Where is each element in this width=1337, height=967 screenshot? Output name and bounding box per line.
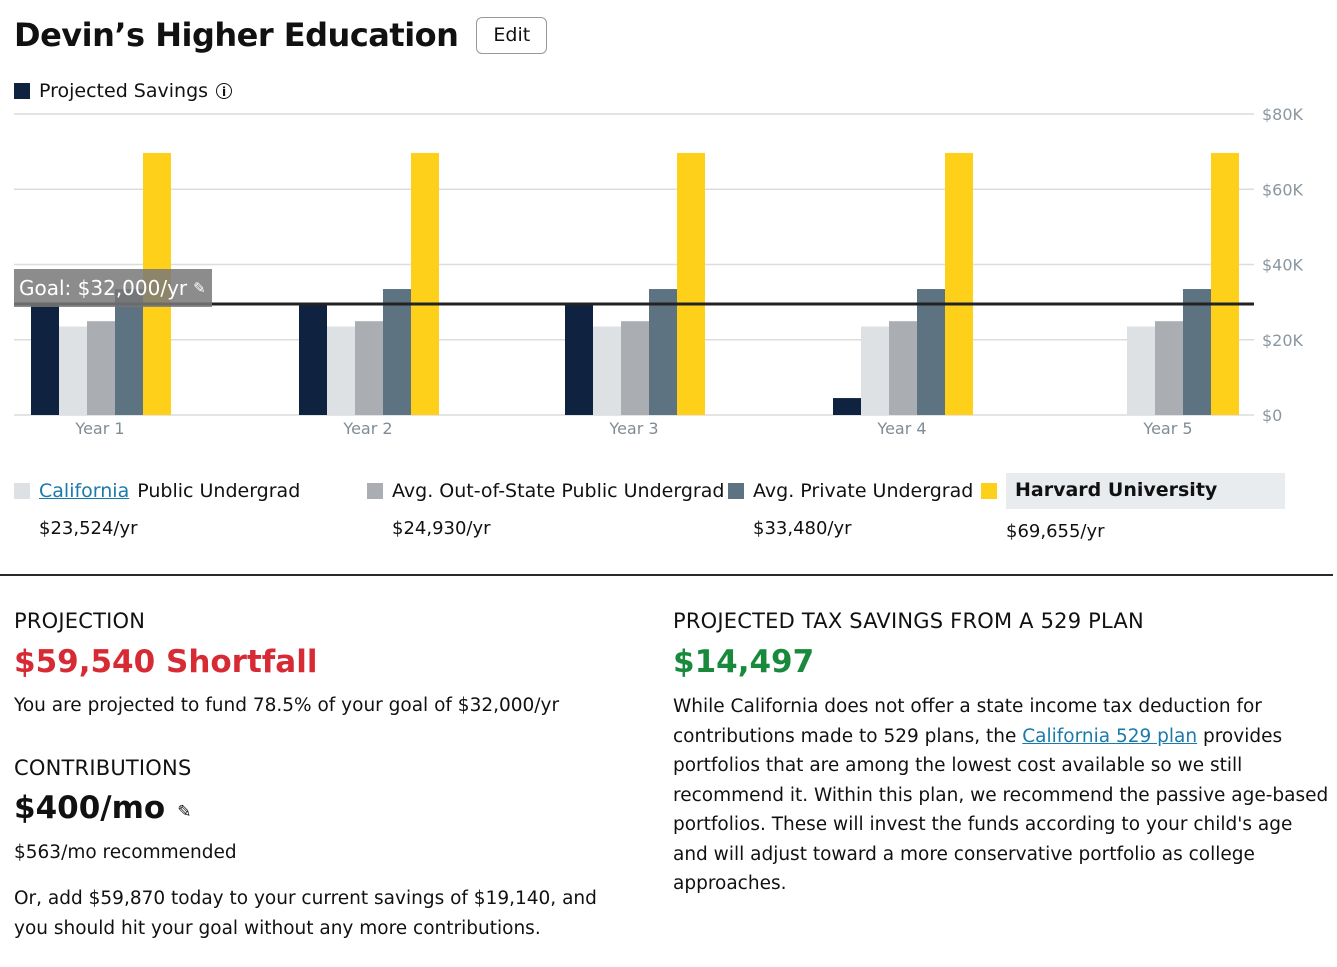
california-529-plan-link[interactable]: California 529 plan [1022,725,1198,747]
bar-4[interactable] [917,289,945,415]
harvard-swatch [981,483,997,499]
x-tick-label: Year 4 [876,419,926,438]
private-swatch [728,483,744,499]
bar-2[interactable] [327,326,355,415]
category-label: Avg. Out-of-State Public Undergrad [392,480,725,502]
recommended-contribution: $563/mo recommended [14,842,237,863]
contributions-label: CONTRIBUTIONS [14,756,192,780]
category-label: Avg. Private Undergrad [753,480,974,502]
section-divider [0,574,1333,576]
info-icon[interactable]: i [216,83,233,99]
x-tick-label: Year 1 [74,419,124,438]
bar-3[interactable] [1155,321,1183,415]
y-tick-label: $0 [1262,406,1282,425]
bar-1[interactable] [31,304,59,415]
bar-2[interactable] [1127,326,1155,415]
y-tick-label: $40K [1262,256,1304,275]
x-tick-label: Year 2 [342,419,392,438]
tax-text-after: provides portfolios that are among the l… [673,725,1329,895]
savings-chart: $80K $60K $40K $20K $0 Year 1 Year 2 Year 3 Year… [14,105,1304,438]
bar-5[interactable] [1211,152,1239,415]
contribution-amount-row: $400/mo ✎ [14,790,191,826]
page-title: Devin’s Higher Education [14,16,459,54]
bar-3[interactable] [621,321,649,415]
bar-1[interactable] [299,304,327,415]
projection-description: You are projected to fund 78.5% of your … [14,695,560,716]
category-out-of-state[interactable]: Avg. Out-of-State Public Undergrad $24,9… [367,480,724,539]
x-tick-label: Year 3 [608,419,658,438]
contribution-amount: $400/mo [14,790,166,826]
bar-3[interactable] [87,321,115,415]
category-value: $23,524/yr [39,518,138,539]
bar-3[interactable] [355,321,383,415]
contribution-alternative: Or, add $59,870 today to your current sa… [14,888,597,939]
edit-button[interactable]: Edit [476,16,548,54]
category-label: Harvard University [1006,473,1285,509]
tax-text-before: While California does not offer a state … [673,696,1262,747]
category-value: $69,655/yr [1006,521,1105,542]
projection-label: PROJECTION [14,609,146,633]
tax-savings-amount: $14,497 [673,644,815,680]
pencil-icon[interactable]: ✎ [193,279,206,297]
bar-2[interactable] [593,326,621,415]
bar-1[interactable] [565,304,593,415]
category-label: Public Undergrad [137,480,301,502]
projected-savings-label: Projected Savings [39,80,209,102]
category-harvard[interactable]: Harvard University $69,655/yr [981,473,1285,542]
goal-label: Goal: $32,000/yr [19,276,188,300]
projected-savings-swatch [14,83,30,99]
category-private[interactable]: Avg. Private Undergrad $33,480/yr [728,480,973,539]
out-of-state-swatch [367,483,383,499]
bar-4[interactable] [115,289,143,415]
bar-2[interactable] [59,326,87,415]
category-legend: California Public Undergrad $23,524/yr A… [0,473,1337,560]
category-public: California Public Undergrad $23,524/yr [14,480,300,539]
x-tick-label: Year 5 [1142,419,1192,438]
shortfall-amount: $59,540 Shortfall [14,644,318,680]
category-value: $24,930/yr [392,518,491,539]
bar-5[interactable] [411,152,439,415]
bar-5[interactable] [945,152,973,415]
bar-4[interactable] [649,289,677,415]
bar-1[interactable] [833,398,861,415]
bar-2[interactable] [861,326,889,415]
y-tick-label: $80K [1262,105,1304,124]
bar-4[interactable] [1183,289,1211,415]
bar-3[interactable] [889,321,917,415]
chart-legend: Projected Savings i [14,80,233,102]
goal-tag[interactable]: Goal: $32,000/yr ✎ [14,269,212,307]
y-tick-label: $60K [1262,180,1304,199]
page-header: Devin’s Higher Education Edit [14,16,548,54]
pencil-icon[interactable]: ✎ [177,802,192,822]
category-value: $33,480/yr [753,518,852,539]
bar-5[interactable] [677,152,705,415]
tax-savings-description: While California does not offer a state … [673,692,1333,899]
state-link[interactable]: California [39,480,130,502]
bar-4[interactable] [383,289,411,415]
y-tick-label: $20K [1262,331,1304,350]
public-swatch [14,483,30,499]
tax-savings-label: PROJECTED TAX SAVINGS FROM A 529 PLAN [673,609,1144,633]
